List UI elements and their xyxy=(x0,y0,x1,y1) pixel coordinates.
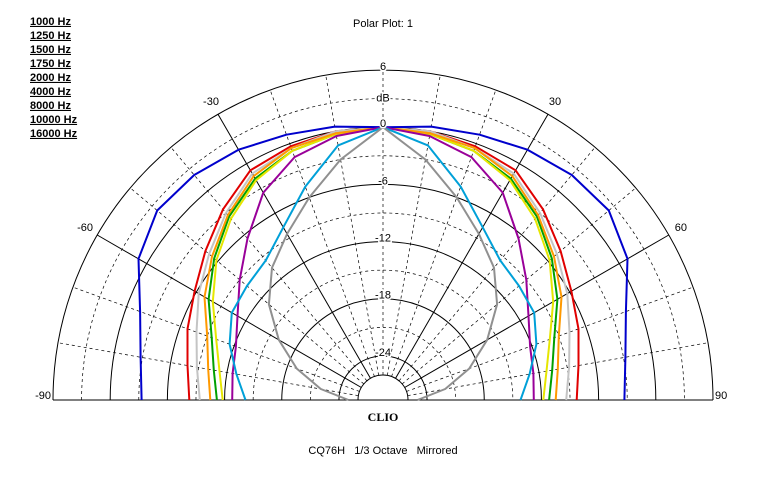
grid-circle xyxy=(52,69,714,401)
minor-grid-spoke xyxy=(325,74,380,376)
angle-tick-label: 30 xyxy=(549,96,561,108)
legend-entry: 10000 Hz xyxy=(30,114,78,126)
r-tick-label: 0 xyxy=(380,118,386,130)
minor-grid-circle xyxy=(195,212,571,401)
r-tick-label: -18 xyxy=(375,290,391,302)
legend-entry: 8000 Hz xyxy=(30,100,71,112)
r-tick-label: -6 xyxy=(378,175,388,187)
minor-grid-spoke xyxy=(398,146,596,382)
minor-grid-circle xyxy=(309,327,457,401)
minor-grid-circle xyxy=(81,98,685,401)
angle-tick-label: -30 xyxy=(203,96,219,108)
legend-entry: 16000 Hz xyxy=(30,128,78,140)
r-tick-label: 6 xyxy=(380,61,386,73)
legend-entry: 1000 Hz xyxy=(30,16,71,28)
series-line xyxy=(267,126,499,401)
legend-entry: 2000 Hz xyxy=(30,72,71,84)
series-line xyxy=(137,125,629,401)
r-tick-label: -12 xyxy=(375,232,391,244)
chart-subtitle: CQ76H 1/3 Octave Mirrored xyxy=(308,445,457,457)
angle-tick-label: -90 xyxy=(35,390,51,402)
minor-grid-circle xyxy=(252,269,514,401)
inner-circle xyxy=(357,374,409,401)
legend-entry: 1500 Hz xyxy=(30,44,71,56)
minor-grid-spoke xyxy=(170,146,368,382)
legend-entry: 1250 Hz xyxy=(30,30,71,42)
angle-tick-label: 90 xyxy=(715,390,727,402)
legend-entry: 1750 Hz xyxy=(30,58,71,70)
minor-grid-spoke xyxy=(386,74,441,376)
grid-spoke xyxy=(395,113,549,379)
angle-tick-label: 60 xyxy=(675,222,687,234)
grid-circle xyxy=(338,355,428,401)
grid-spoke xyxy=(404,234,670,388)
grid-spoke xyxy=(96,234,362,388)
grid-circle xyxy=(224,241,542,401)
angle-tick-label: -60 xyxy=(77,222,93,234)
r-tick-label: -24 xyxy=(375,347,391,359)
brand: CLIO xyxy=(368,410,399,424)
minor-grid-spoke xyxy=(269,89,375,377)
legend-entry: 4000 Hz xyxy=(30,86,71,98)
minor-grid-spoke xyxy=(391,89,497,377)
chart-title: Polar Plot: 1 xyxy=(353,18,413,30)
grid-spoke xyxy=(217,113,371,379)
r-axis-label: dB xyxy=(376,93,389,105)
grid-circle xyxy=(281,298,485,401)
